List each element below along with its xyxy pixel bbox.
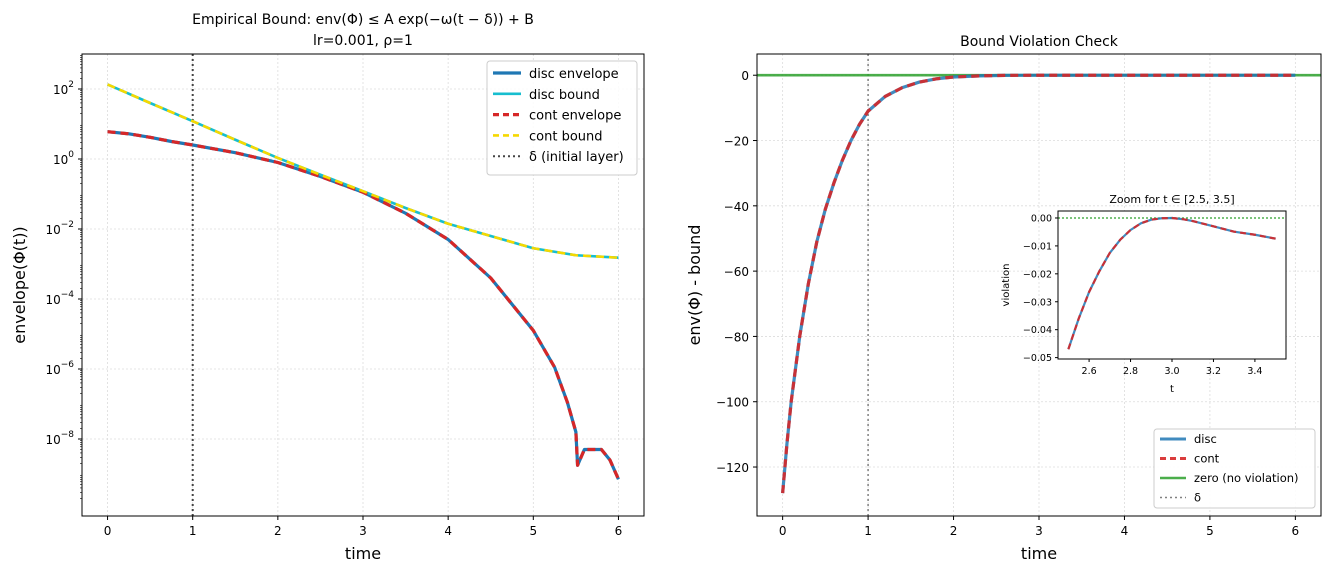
right-x-tick-label: 5 — [1206, 524, 1214, 538]
right-y-tick-label: −80 — [724, 330, 749, 344]
inset-chart: Zoom for t ∈ [2.5, 3.5] 2.6 2.8 3.0 3.2 3.4 0… — [1001, 193, 1287, 395]
left-y-tick-label: 10−8 — [45, 430, 74, 447]
left-x-tick-label: 5 — [529, 524, 537, 538]
inset-y-tick-label: −0.02 — [1023, 269, 1052, 280]
left-y-tick-label: 100 — [53, 150, 74, 167]
right-x-tick-label: 1 — [864, 524, 872, 538]
inset-y-tick-label: −0.01 — [1023, 241, 1052, 252]
left-series — [107, 54, 620, 516]
left-y-label: envelope(Φ(t)) — [10, 226, 29, 343]
right-legend-label: δ — [1194, 491, 1201, 505]
left-ticks: 0 1 2 3 4 5 6 102 100 10−2 10−4 10−6 10−8 — [45, 55, 623, 538]
left-y-tick-label: 102 — [53, 80, 74, 97]
inset-y-tick-label: 0.00 — [1031, 213, 1052, 224]
inset-series — [1058, 216, 1286, 350]
left-legend-label: disc envelope — [529, 67, 619, 82]
left-y-tick-label: 10−2 — [45, 220, 74, 237]
left-chart-subtitle: lr=0.001, ρ=1 — [313, 33, 413, 49]
right-legend-label: disc — [1194, 432, 1217, 446]
right-y-tick-label: 0 — [741, 69, 749, 83]
inset-y-tick-label: −0.05 — [1023, 353, 1052, 364]
right-y-tick-label: −100 — [716, 396, 749, 410]
inset-y-tick-label: −0.03 — [1023, 297, 1052, 308]
left-x-label: time — [345, 544, 381, 563]
inset-title: Zoom for t ∈ [2.5, 3.5] — [1109, 193, 1234, 206]
right-x-tick-label: 4 — [1121, 524, 1129, 538]
left-x-tick-label: 3 — [359, 524, 367, 538]
left-legend-label: cont envelope — [529, 109, 621, 124]
inset-background — [1058, 211, 1286, 359]
left-x-tick-label: 6 — [615, 524, 623, 538]
right-x-label: time — [1021, 544, 1057, 563]
left-legend-label: δ (initial layer) — [529, 150, 624, 165]
left-x-tick-label: 2 — [274, 524, 282, 538]
right-legend-box — [1153, 428, 1316, 509]
inset-x-tick-label: 3.2 — [1206, 366, 1221, 377]
inset-ticks: 2.6 2.8 3.0 3.2 3.4 0.00 −0.01 −0.02 −0.03 −0.04 −… — [1023, 213, 1263, 377]
right-legend-label: cont — [1194, 452, 1220, 466]
left-legend-label: cont bound — [529, 129, 603, 144]
left-series-line-4 — [107, 83, 619, 259]
left-x-tick-label: 0 — [104, 524, 112, 538]
right-series-line-2 — [781, 73, 1296, 494]
left-chart: Empirical Bound: env(Φ) ≤ A exp(−ω(t − δ… — [10, 12, 645, 563]
left-series-line-3 — [107, 130, 620, 480]
inset-series-line-1 — [1067, 216, 1276, 350]
inset-y-tick-label: −0.04 — [1023, 325, 1052, 336]
inset-x-tick-label: 3.4 — [1247, 366, 1262, 377]
right-y-tick-label: −120 — [716, 461, 749, 475]
left-legend-label: disc bound — [529, 88, 600, 103]
right-y-label: env(Φ) - bound — [685, 225, 704, 346]
right-y-tick-label: −60 — [724, 265, 749, 279]
inset-y-label: violation — [1001, 264, 1012, 307]
right-y-tick-label: −40 — [724, 200, 749, 214]
left-y-tick-label: 10−6 — [45, 360, 74, 377]
right-x-tick-label: 6 — [1292, 524, 1300, 538]
right-chart-title: Bound Violation Check — [960, 34, 1119, 50]
right-series — [757, 54, 1321, 516]
right-ticks: 0 1 2 3 4 5 6 0 −20 −40 −60 −80 −100 −120 — [716, 69, 1299, 538]
right-legend-label: zero (no violation) — [1194, 471, 1299, 485]
left-legend-box — [486, 60, 638, 176]
right-x-tick-label: 0 — [779, 524, 787, 538]
right-legend: disc cont zero (no violation) δ — [1153, 428, 1316, 509]
left-chart-title: Empirical Bound: env(Φ) ≤ A exp(−ω(t − δ… — [192, 12, 534, 28]
left-x-tick-label: 4 — [444, 524, 452, 538]
left-y-tick-label: 10−4 — [45, 290, 74, 307]
left-x-tick-label: 1 — [189, 524, 197, 538]
left-legend: disc envelope disc bound cont envelope cont… — [486, 60, 638, 176]
right-y-tick-label: −20 — [724, 135, 749, 149]
right-chart: Bound Violation Check 0 1 2 3 4 5 6 0 −20 −40 −60 −… — [685, 34, 1322, 563]
inset-x-label: t — [1170, 384, 1174, 395]
right-x-tick-label: 3 — [1035, 524, 1043, 538]
right-x-tick-label: 2 — [950, 524, 958, 538]
inset-x-tick-label: 2.6 — [1082, 366, 1097, 377]
inset-x-tick-label: 2.8 — [1123, 366, 1138, 377]
inset-x-tick-label: 3.0 — [1164, 366, 1179, 377]
